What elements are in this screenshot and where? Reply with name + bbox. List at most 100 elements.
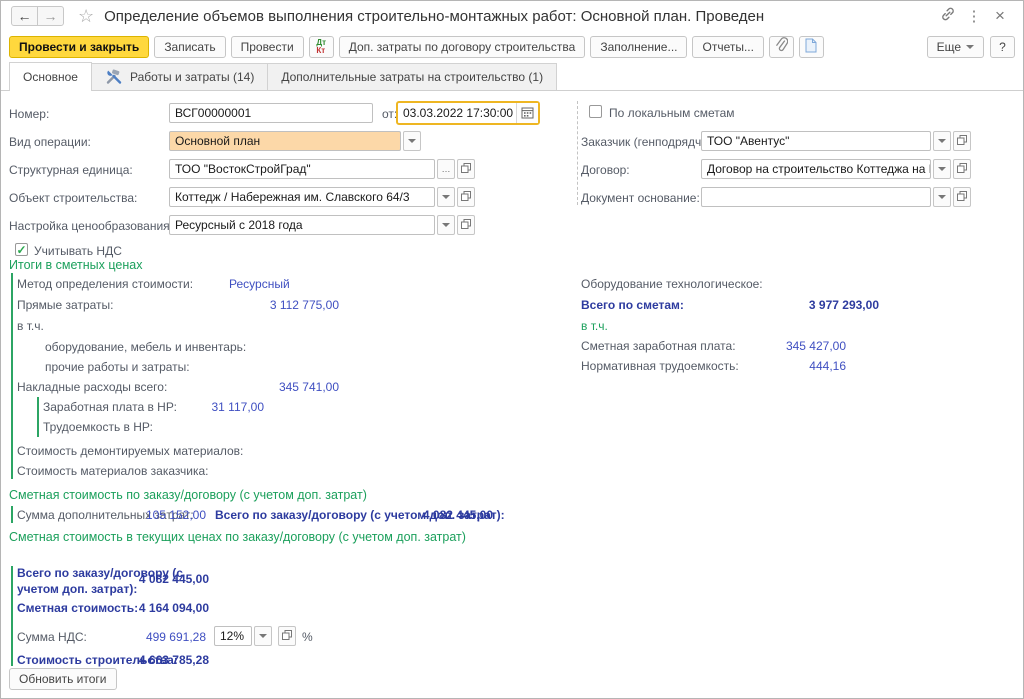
more-button-label: Еще — [936, 39, 961, 54]
extra-costs-button[interactable]: Доп. затраты по договору строительства — [338, 35, 586, 58]
tab-works-label: Работы и затраты (14) — [129, 70, 255, 84]
back-button[interactable]: ← — [11, 6, 38, 26]
section-bar — [11, 566, 13, 666]
attachments-button[interactable] — [768, 35, 794, 58]
customer-input[interactable]: ТОО "Авентус" — [701, 131, 931, 151]
tools-icon — [105, 69, 123, 85]
reports-button[interactable]: Отчеты... — [692, 35, 764, 58]
unit-select-button[interactable]: … — [437, 159, 455, 179]
open-icon — [460, 190, 472, 204]
contract-input[interactable]: Договор на строительство Коттеджа на Наб… — [701, 159, 931, 179]
basis-dropdown-button[interactable] — [933, 187, 951, 207]
link-icon[interactable] — [935, 6, 961, 26]
contract-dropdown-button[interactable] — [933, 159, 951, 179]
tab-works[interactable]: Работы и затраты (14) — [90, 63, 269, 90]
ellipsis-icon: … — [441, 164, 451, 174]
current-total-label: Всего по заказу/договору (с учетом доп. … — [17, 566, 183, 596]
refresh-totals-button[interactable]: Обновить итоги — [9, 668, 117, 690]
open-icon — [956, 190, 968, 204]
vat-rate-input[interactable]: 12% — [214, 626, 252, 646]
direct-costs-value: 3 112 775,00 — [269, 298, 339, 312]
vat-label[interactable]: Учитывать НДС — [34, 244, 122, 258]
help-button[interactable]: ? — [990, 35, 1015, 58]
save-button[interactable]: Записать — [154, 35, 226, 58]
forward-button[interactable]: → — [37, 6, 64, 26]
percent-sign: % — [302, 630, 313, 644]
forward-icon: → — [43, 8, 58, 24]
paperclip-icon — [774, 37, 789, 56]
overhead-label: Накладные расходы всего: — [17, 380, 168, 394]
vat-rate-open-button[interactable] — [278, 626, 296, 646]
post-and-close-button[interactable]: Провести и закрыть — [9, 35, 150, 58]
tab-strip: Основное Работы и затраты (14) Дополните… — [1, 62, 1023, 91]
labor-overhead-label: Трудоемкость в НР: — [43, 420, 153, 434]
tab-main[interactable]: Основное — [9, 62, 92, 91]
operation-dropdown-button[interactable] — [403, 131, 421, 151]
column-separator — [577, 101, 578, 205]
object-dropdown-button[interactable] — [437, 187, 455, 207]
local-estimates-checkbox[interactable] — [589, 105, 602, 118]
checkbox-check-icon: ✓ — [16, 242, 27, 257]
basis-open-button[interactable] — [953, 187, 971, 207]
pricing-open-button[interactable] — [457, 215, 475, 235]
toolbar: Провести и закрыть Записать Провести Дт К… — [1, 33, 1023, 60]
favorite-star-icon[interactable]: ☆ — [78, 5, 95, 26]
dt-kt-button[interactable]: Дт Кт — [308, 35, 334, 58]
linked-documents-button[interactable] — [798, 35, 824, 58]
object-input[interactable]: Коттедж / Набережная им. Славского 64/3 — [169, 187, 435, 207]
order-total-value: 4 082 445,00 — [422, 508, 493, 522]
calendar-button[interactable] — [516, 103, 538, 123]
tab-additional[interactable]: Дополнительные затраты на строительство … — [267, 63, 558, 90]
construction-cost-label: Стоимость строительства: — [17, 653, 178, 667]
nav-buttons: ← → — [11, 6, 64, 26]
salary-overhead-value: 31 117,00 — [211, 400, 265, 414]
object-label: Объект строительства: — [9, 191, 138, 205]
order-section-title: Сметная стоимость по заказу/договору (с … — [9, 488, 367, 502]
customer-open-button[interactable] — [953, 131, 971, 151]
open-icon — [460, 162, 472, 176]
titlebar: ← → ☆ Определение объемов выполнения стр… — [1, 1, 1023, 31]
object-open-button[interactable] — [457, 187, 475, 207]
pricing-dropdown-button[interactable] — [437, 215, 455, 235]
operation-input[interactable]: Основной план — [169, 131, 401, 151]
date-group: 03.03.2022 17:30:00 — [396, 101, 540, 125]
back-icon: ← — [17, 8, 32, 24]
customer-dropdown-button[interactable] — [933, 131, 951, 151]
date-input[interactable]: 03.03.2022 17:30:00 — [398, 103, 516, 123]
estimate-section-title: Итоги в сметных ценах — [9, 258, 143, 272]
vat-sum-value: 499 691,28 — [145, 630, 206, 644]
number-input[interactable]: ВСГ00000001 — [169, 103, 373, 123]
tab-additional-label: Дополнительные затраты на строительство … — [281, 70, 544, 84]
including-right-label: в т.ч. — [581, 319, 608, 333]
current-estimate-value: 4 164 094,00 — [138, 601, 209, 615]
chevron-down-icon — [408, 139, 416, 143]
overhead-value: 345 741,00 — [278, 380, 339, 394]
fill-button[interactable]: Заполнение... — [590, 35, 688, 58]
direct-costs-label: Прямые затраты: — [17, 298, 114, 312]
operation-label: Вид операции: — [9, 135, 91, 149]
chevron-down-icon — [938, 195, 946, 199]
unit-open-button[interactable] — [457, 159, 475, 179]
pricing-input[interactable]: Ресурсный с 2018 года — [169, 215, 435, 235]
unit-input[interactable]: ТОО "ВостокСтройГрад" — [169, 159, 435, 179]
date-label: от: — [382, 107, 398, 121]
current-total-value: 4 082 445,00 — [138, 572, 209, 586]
vat-checkbox[interactable]: ✓ — [15, 243, 28, 256]
chevron-down-icon — [938, 167, 946, 171]
contract-open-button[interactable] — [953, 159, 971, 179]
local-estimates-label[interactable]: По локальным сметам — [609, 106, 735, 120]
kebab-menu-icon[interactable]: ⋮ — [966, 8, 982, 25]
dt-kt-icon: Дт Кт — [316, 37, 326, 55]
chevron-down-icon — [442, 195, 450, 199]
normative-labor-label: Нормативная трудоемкость: — [581, 359, 739, 373]
post-button[interactable]: Провести — [230, 35, 304, 58]
more-button[interactable]: Еще — [926, 35, 984, 58]
vat-rate-dropdown-button[interactable] — [254, 626, 272, 646]
method-label: Метод определения стоимости: — [17, 277, 194, 291]
basis-input[interactable] — [701, 187, 931, 207]
close-icon[interactable]: × — [995, 6, 1005, 25]
number-label: Номер: — [9, 107, 50, 121]
pricing-label: Настройка ценообразования: — [9, 219, 173, 233]
calendar-icon — [521, 106, 534, 121]
